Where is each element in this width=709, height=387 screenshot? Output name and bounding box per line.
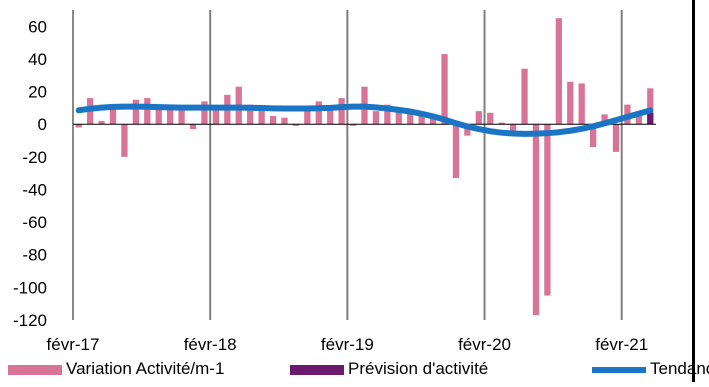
y-tick-label: 40 xyxy=(28,50,47,69)
bar-variation xyxy=(418,112,425,125)
bar-variation xyxy=(98,120,105,125)
y-tick-label: -60 xyxy=(22,213,47,232)
bar-variation xyxy=(395,107,402,125)
bar-variation xyxy=(532,124,540,316)
bar-variation xyxy=(498,122,505,125)
bar-variation xyxy=(647,88,654,125)
bar-variation xyxy=(144,98,151,125)
bar-variation xyxy=(338,98,345,125)
grid-lines xyxy=(72,10,623,320)
trend-line-group xyxy=(75,103,654,137)
bar-variation xyxy=(487,112,494,125)
y-tick-label: 60 xyxy=(28,17,47,36)
axes xyxy=(72,10,656,320)
x-tick-label: févr-21 xyxy=(595,335,648,354)
bars xyxy=(75,18,654,316)
x-tick-label: févr-20 xyxy=(458,335,511,354)
bar-variation xyxy=(349,124,357,126)
bar-variation xyxy=(304,107,311,125)
bar-variation xyxy=(555,18,562,125)
bar-variation xyxy=(635,114,642,125)
bar-variation xyxy=(601,114,608,125)
bar-variation xyxy=(509,124,517,133)
bar-variation xyxy=(578,83,585,125)
bar-variation xyxy=(521,68,528,125)
legend-label: Tendance xyxy=(650,359,709,378)
bar-variation xyxy=(407,109,414,125)
y-tick-label: -100 xyxy=(13,278,47,297)
bar-variation xyxy=(201,101,208,125)
bar-variation xyxy=(372,111,380,125)
x-tick-label: févr-18 xyxy=(184,335,237,354)
bar-variation xyxy=(292,124,300,126)
legend-label: Prévision d'activité xyxy=(348,359,488,378)
trend-line xyxy=(75,103,654,137)
bar-prevision xyxy=(647,112,654,125)
legend-label: Variation Activité/m-1 xyxy=(66,359,224,378)
bar-variation xyxy=(464,124,471,136)
bar-variation xyxy=(384,104,391,125)
x-tick-label: févr-19 xyxy=(321,335,374,354)
bar-variation xyxy=(544,124,551,296)
y-tick-label: -20 xyxy=(22,148,47,167)
bar-variation xyxy=(75,124,82,128)
bar-variation xyxy=(121,124,128,157)
bar-variation xyxy=(452,124,460,179)
y-tick-label: -80 xyxy=(22,246,47,265)
bar-variation xyxy=(189,124,197,130)
bar-variation xyxy=(155,107,162,125)
bar-variation xyxy=(178,109,185,125)
bar-variation xyxy=(281,117,288,125)
bar-variation xyxy=(327,106,334,125)
legend-swatch xyxy=(290,365,344,375)
bar-variation xyxy=(589,124,597,148)
bar-variation xyxy=(567,81,574,125)
legend: Variation Activité/m-1 Prévision d'activi… xyxy=(8,359,709,378)
y-tick-label: -120 xyxy=(13,311,47,330)
bar-variation xyxy=(475,111,482,125)
x-tick-label: févr-17 xyxy=(47,335,100,354)
bar-variation xyxy=(167,109,174,125)
y-tick-label: 20 xyxy=(28,83,47,102)
y-tick-label: -40 xyxy=(22,180,47,199)
y-tick-label: 0 xyxy=(38,115,47,134)
bar-variation xyxy=(247,104,254,125)
bar-variation xyxy=(212,107,220,125)
bar-variation xyxy=(441,54,448,125)
legend-swatch xyxy=(8,365,62,375)
bar-variation xyxy=(269,116,277,125)
bar-variation xyxy=(109,109,117,125)
bar-variation xyxy=(132,99,140,125)
bar-variation xyxy=(258,106,265,125)
bar-variation xyxy=(612,124,620,152)
bar-variation xyxy=(315,101,322,125)
frame-border xyxy=(692,0,695,382)
